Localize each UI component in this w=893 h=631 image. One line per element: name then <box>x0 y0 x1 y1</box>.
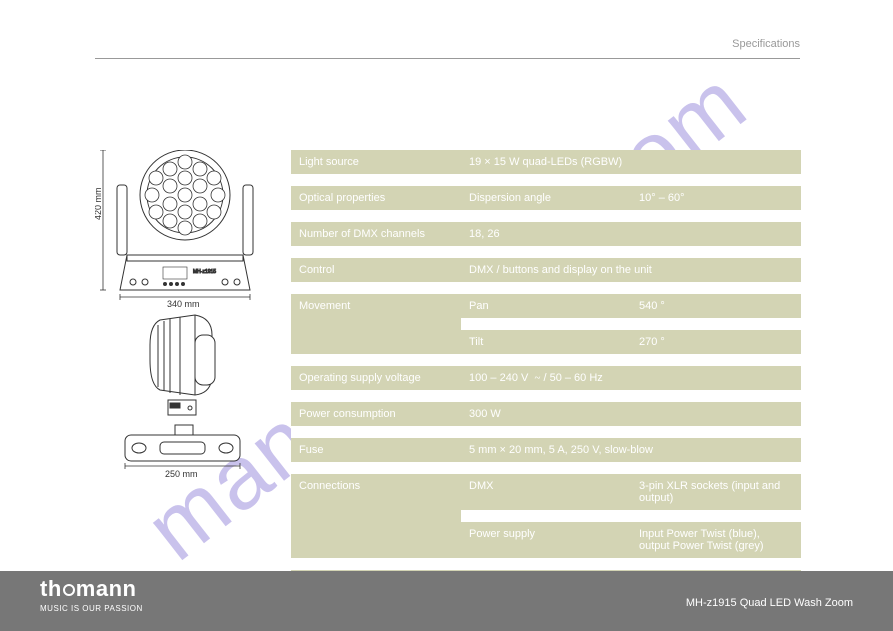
table-row: Control DMX / buttons and display on the… <box>291 258 801 282</box>
depth-label: 250 mm <box>165 469 198 479</box>
table-row: Light source 19 × 15 W quad-LEDs (RGBW) <box>291 150 801 174</box>
footer: thmann MUSIC IS OUR PASSION MH-z1915 Qua… <box>0 571 893 631</box>
footer-brand: thmann MUSIC IS OUR PASSION <box>40 576 143 613</box>
table-row: Connections DMX 3-pin XLR sockets (input… <box>291 474 801 510</box>
table-row: Fuse 5 mm × 20 mm, 5 A, 250 V, slow-blow <box>291 438 801 462</box>
height-label: 420 mm <box>95 187 103 220</box>
table-row: Optical properties Dispersion angle 10° … <box>291 186 801 210</box>
table-row: Operating supply voltage 100 – 240 V ~ /… <box>291 366 801 390</box>
table-row: Number of DMX channels 18, 26 <box>291 222 801 246</box>
svg-text:MH-z1915: MH-z1915 <box>193 269 216 275</box>
footer-product: MH-z1915 Quad LED Wash Zoom <box>686 597 853 609</box>
dimension-svg: 420 mm <box>95 150 270 480</box>
brand-logo: thmann <box>40 576 143 602</box>
table-row: Power consumption 300 W <box>291 402 801 426</box>
section-title: 8 Specifications <box>95 116 232 137</box>
table-row: Movement Pan 540 ° <box>291 294 801 318</box>
spec-table: Light source 19 × 15 W quad-LEDs (RGBW) … <box>291 150 801 630</box>
product-dimension-diagram: 420 mm <box>95 150 270 485</box>
page-number: 44 <box>841 18 853 30</box>
header-label: Specifications <box>732 38 800 50</box>
header-rule <box>95 58 800 59</box>
width-label: 340 mm <box>167 299 200 309</box>
brand-tagline: MUSIC IS OUR PASSION <box>40 604 143 613</box>
page-container: manualshive.com 44 Specifications 8 Spec… <box>0 0 893 631</box>
